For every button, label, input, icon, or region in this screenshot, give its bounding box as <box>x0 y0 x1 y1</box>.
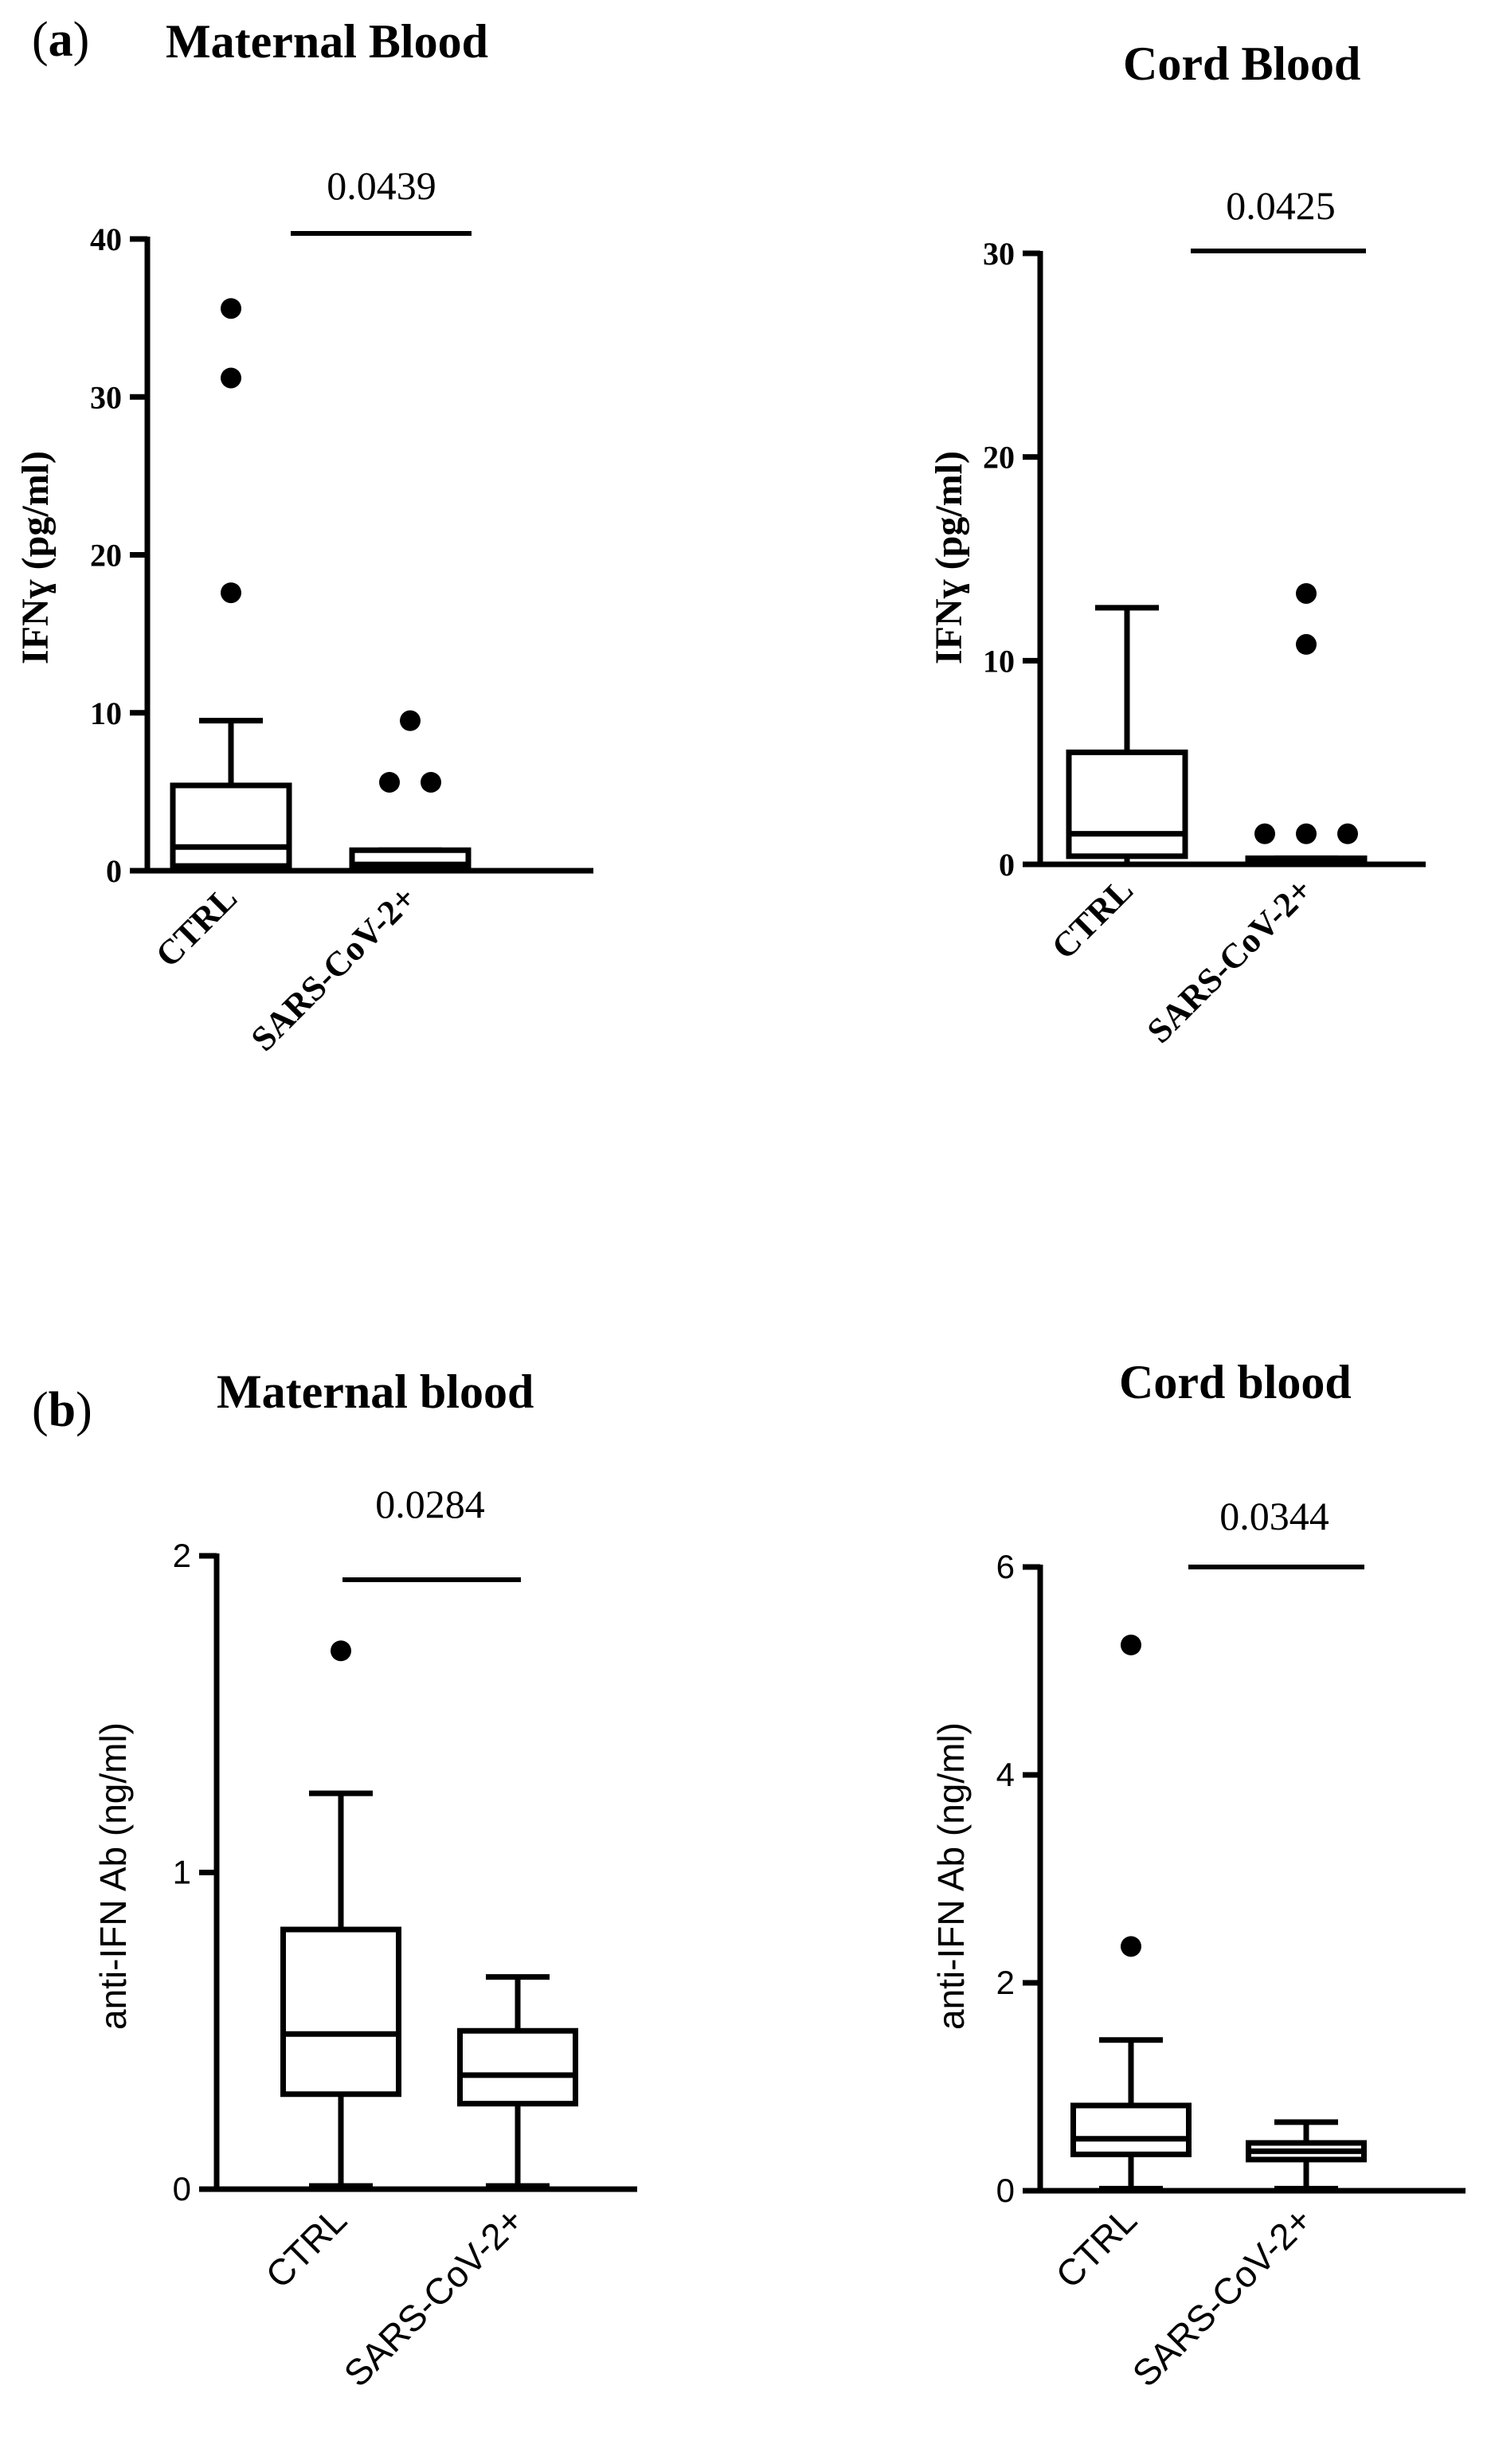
outlier-point <box>1296 582 1317 604</box>
chart-title-maternal-blood-ifn: Maternal Blood <box>166 15 488 68</box>
outlier-point <box>221 367 241 389</box>
y-tick-label: 6 <box>996 1548 1015 1585</box>
y-axis-title: anti-IFN Ab (ng/ml) <box>930 1722 972 2030</box>
box-iqr <box>170 782 292 869</box>
p-value-label: 0.0344 <box>1219 1494 1329 1538</box>
panel-letter-b: (b) <box>32 1383 92 1437</box>
y-tick-label: 20 <box>983 440 1015 476</box>
outlier-point <box>221 298 241 319</box>
p-value-label: 0.0439 <box>327 163 436 208</box>
y-tick-label: 30 <box>90 379 122 415</box>
box-iqr <box>280 1926 401 2098</box>
outlier-point <box>331 1640 351 1662</box>
p-value-label: 0.0284 <box>375 1482 485 1526</box>
chart-title-cord-blood-ifn: Cord Blood <box>1123 37 1360 90</box>
y-tick-label: 30 <box>983 236 1015 272</box>
outlier-point <box>1296 633 1317 655</box>
outlier-point <box>1121 1634 1141 1655</box>
box-iqr <box>1066 749 1188 860</box>
y-tick-label: 10 <box>983 643 1015 679</box>
box-iqr <box>457 2027 578 2107</box>
outlier-point <box>400 710 421 731</box>
x-category-label: SARS-CoV-2+ <box>335 2199 531 2395</box>
y-axis-title: IFNɣ (pg/ml) <box>928 451 970 664</box>
y-tick-label: 0 <box>173 2170 191 2207</box>
outlier-point <box>379 771 400 793</box>
y-tick-label: 2 <box>173 1537 191 1574</box>
panel-letter-a: (a) <box>32 13 89 67</box>
outlier-point <box>221 582 241 604</box>
outlier-point <box>1254 823 1275 844</box>
x-category-label: CTRL <box>257 2199 354 2296</box>
outlier-point <box>1121 1936 1141 1957</box>
box-iqr <box>1070 2102 1192 2157</box>
y-tick-label: 2 <box>996 1964 1015 2001</box>
outlier-point <box>421 771 441 793</box>
y-axis-title: IFNɣ (pg/ml) <box>14 451 57 664</box>
y-tick-label: 0 <box>106 853 122 889</box>
chart-title-maternal-blood-ab: Maternal blood <box>217 1365 534 1418</box>
y-tick-label: 0 <box>999 847 1015 883</box>
chart-title-cord-blood-ab: Cord blood <box>1119 1356 1352 1408</box>
x-category-label: SARS-CoV-2+ <box>1140 870 1320 1050</box>
y-tick-label: 1 <box>173 1854 191 1891</box>
x-category-label: CTRL <box>148 878 245 974</box>
outlier-point <box>1296 823 1317 844</box>
x-category-label: CTRL <box>1044 870 1141 966</box>
x-category-label: SARS-CoV-2+ <box>244 878 424 1058</box>
y-tick-label: 0 <box>996 2172 1015 2209</box>
y-tick-label: 4 <box>996 1756 1015 1793</box>
y-tick-label: 20 <box>90 538 122 574</box>
y-axis-title: anti-IFN Ab (ng/ml) <box>92 1722 134 2030</box>
y-tick-label: 40 <box>90 221 122 257</box>
x-category-label: CTRL <box>1047 2199 1145 2296</box>
y-tick-label: 10 <box>90 695 122 731</box>
p-value-label: 0.0425 <box>1226 183 1336 228</box>
x-category-label: SARS-CoV-2+ <box>1124 2199 1320 2395</box>
outlier-point <box>1337 823 1358 844</box>
